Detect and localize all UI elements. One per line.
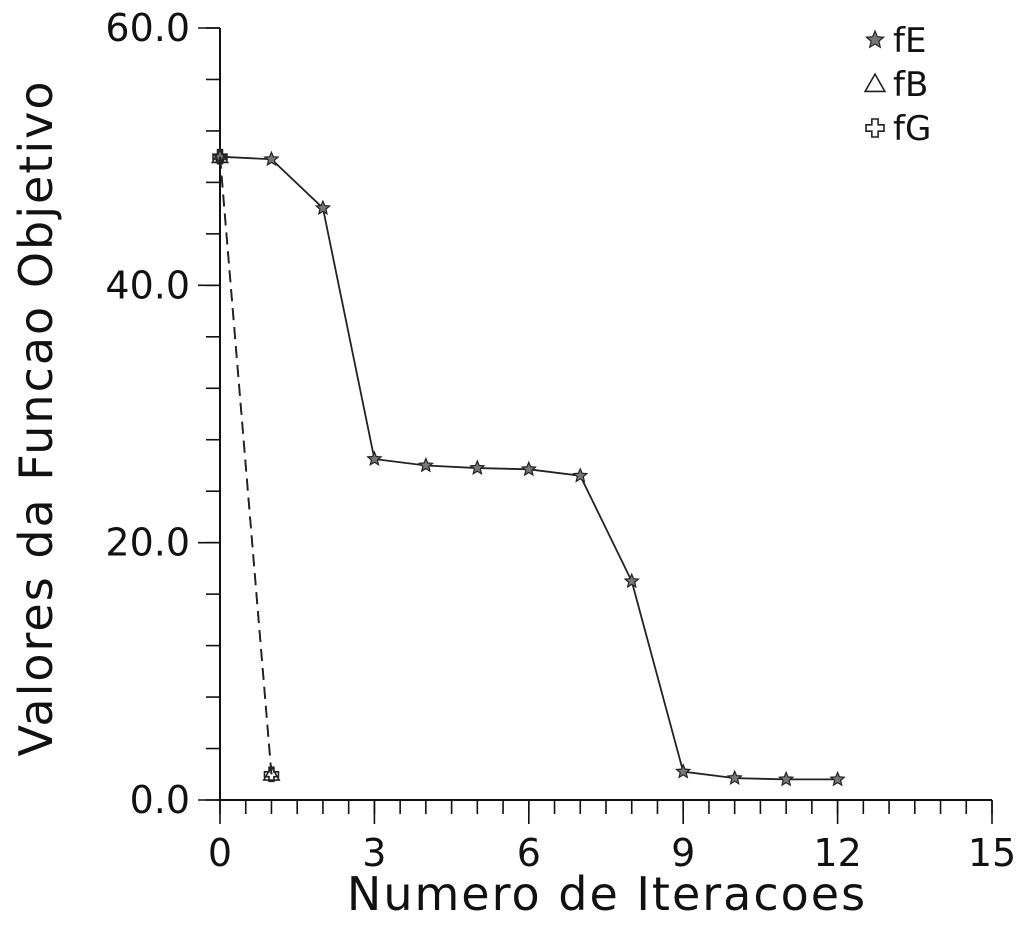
data-point-fG xyxy=(263,766,280,783)
y-tick-label: 0.0 xyxy=(130,778,190,822)
series-layer xyxy=(210,147,846,787)
axes: 0.0 20.0 40.0 60.0 0 3 6 9 12 15 xyxy=(105,6,1016,875)
legend-marker-fE xyxy=(864,29,886,49)
series-fG xyxy=(212,148,280,783)
data-point-fE xyxy=(314,199,332,216)
legend-marker-fG xyxy=(865,118,885,138)
data-point-fE xyxy=(623,572,640,589)
series-line-fG xyxy=(219,156,273,775)
data-point-fE xyxy=(572,467,589,483)
x-tick-label: 15 xyxy=(968,831,1016,875)
data-point-fE xyxy=(829,770,846,787)
data-point-fB xyxy=(262,764,281,781)
y-axis-title: Valores da Funcao Objetivo xyxy=(9,80,63,757)
x-tick-label: 12 xyxy=(813,831,861,875)
data-point-fE xyxy=(777,770,795,787)
x-tick-label: 6 xyxy=(517,831,541,875)
legend-item-fB: fB xyxy=(863,65,928,105)
series-fE xyxy=(211,148,846,787)
y-tick-label: 60.0 xyxy=(105,6,190,50)
legend-marker-fB xyxy=(863,72,887,93)
x-axis-title: Numero de Iteracoes xyxy=(347,867,867,921)
legend-label-fE: fE xyxy=(893,21,926,61)
data-point-fE xyxy=(417,456,435,473)
data-point-fG xyxy=(212,148,228,165)
data-point-fE xyxy=(726,769,743,786)
data-point-fE xyxy=(263,150,280,167)
x-tick-label: 3 xyxy=(362,831,386,875)
x-tick-label: 0 xyxy=(208,831,232,875)
legend-item-fE: fE xyxy=(864,21,926,61)
data-point-fE xyxy=(469,459,486,475)
data-point-fE xyxy=(520,460,537,477)
x-tick-label: 9 xyxy=(671,831,695,875)
y-tick-label: 40.0 xyxy=(105,263,190,307)
legend-item-fG: fG xyxy=(865,109,931,149)
legend-label-fG: fG xyxy=(893,109,931,149)
data-point-fE xyxy=(366,450,383,466)
y-tick-label: 20.0 xyxy=(105,521,190,565)
data-point-fE xyxy=(675,763,692,779)
legend-label-fB: fB xyxy=(893,65,928,105)
